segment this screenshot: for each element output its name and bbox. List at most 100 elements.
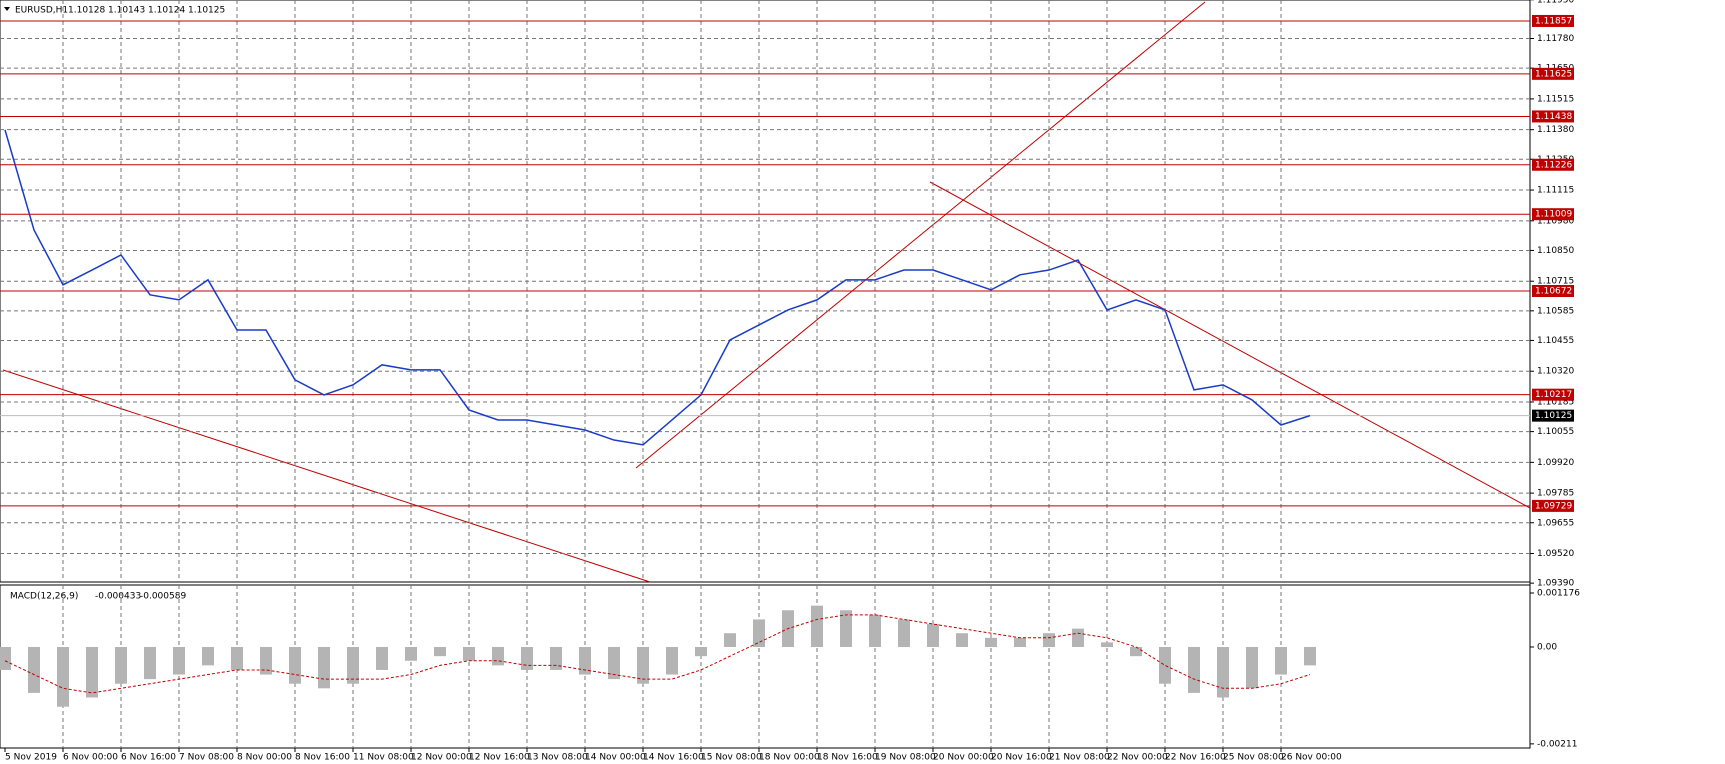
macd-bar xyxy=(1246,646,1258,689)
y-tick-label: 1.09785 xyxy=(1537,489,1574,499)
y-tick-label: 1.11515 xyxy=(1537,94,1574,104)
x-tick-label: 11 Nov 08:00 xyxy=(353,753,414,763)
y-tick-label: 1.11780 xyxy=(1537,34,1574,44)
macd-bar xyxy=(1304,646,1316,666)
y-tick-label: 1.10850 xyxy=(1537,246,1574,256)
level-tag xyxy=(1532,388,1574,401)
y-tick-label: 0.001176 xyxy=(1537,588,1580,598)
macd-bar xyxy=(115,646,127,684)
x-tick-label: 5 Nov 2019 xyxy=(5,753,57,763)
ohlc-value: 1.10125 xyxy=(188,6,225,16)
x-tick-label: 12 Nov 00:00 xyxy=(411,753,472,763)
x-tick-label: 14 Nov 00:00 xyxy=(585,753,646,763)
x-tick-label: 14 Nov 16:00 xyxy=(643,753,704,763)
y-tick-label: 1.10715 xyxy=(1537,277,1574,287)
macd-bar xyxy=(28,646,40,693)
macd-bar xyxy=(347,646,359,684)
macd-bar xyxy=(695,646,707,657)
x-tick-label: 18 Nov 16:00 xyxy=(817,753,878,763)
price-line xyxy=(4,129,1311,446)
x-tick-label: 19 Nov 08:00 xyxy=(875,753,936,763)
macd-title: MACD(12,26,9) xyxy=(10,592,78,602)
macd-bar xyxy=(434,646,446,657)
y-tick-label: 1.10055 xyxy=(1537,427,1574,437)
macd-bar xyxy=(724,633,736,647)
current-price-tag xyxy=(1532,409,1574,422)
macd-bar xyxy=(521,646,533,670)
x-tick-label: 22 Nov 00:00 xyxy=(1107,753,1168,763)
level-tag xyxy=(1532,67,1574,80)
y-tick-label: 1.10185 xyxy=(1537,397,1574,407)
level-label: 1.10217 xyxy=(1535,390,1572,400)
ohlc-value: 1.10124 xyxy=(148,6,185,16)
level-label: 1.11009 xyxy=(1535,210,1572,220)
macd-bar xyxy=(1014,637,1026,647)
macd-bar xyxy=(86,646,98,698)
macd-readout: -0.000433 xyxy=(95,592,141,602)
y-tick-label: 1.10980 xyxy=(1537,216,1574,226)
ohlc-value: 1.10128 xyxy=(68,6,105,16)
y-tick-label: 1.09520 xyxy=(1537,549,1574,559)
macd-bar xyxy=(927,624,939,647)
level-label: 1.10672 xyxy=(1535,287,1572,297)
y-tick-label: -0.00211 xyxy=(1537,739,1577,749)
macd-bar xyxy=(376,646,388,670)
x-tick-label: 8 Nov 16:00 xyxy=(295,753,350,763)
symbol-icon xyxy=(4,7,10,11)
macd-bar xyxy=(956,633,968,647)
macd-bar xyxy=(144,646,156,680)
macd-bar xyxy=(1275,646,1287,675)
y-tick-label: 1.11115 xyxy=(1537,186,1574,196)
level-tag xyxy=(1532,14,1574,27)
macd-bar xyxy=(898,619,910,647)
x-tick-label: 7 Nov 08:00 xyxy=(179,753,234,763)
macd-bar xyxy=(231,646,243,670)
macd-bar xyxy=(1217,646,1229,698)
macd-bar xyxy=(405,646,417,661)
macd-bar xyxy=(637,646,649,684)
x-tick-label: 20 Nov 00:00 xyxy=(933,753,994,763)
macd-bar xyxy=(1159,646,1171,684)
y-tick-label: 1.09655 xyxy=(1537,518,1574,528)
level-label: 1.11857 xyxy=(1535,16,1572,26)
macd-bar xyxy=(318,646,330,689)
y-tick-label: 1.10585 xyxy=(1537,306,1574,316)
level-label: 1.09729 xyxy=(1535,501,1572,511)
x-tick-label: 18 Nov 00:00 xyxy=(759,753,820,763)
macd-bar xyxy=(579,646,591,675)
level-label: 1.11438 xyxy=(1535,112,1572,122)
macd-bar xyxy=(1043,633,1055,647)
macd-bar xyxy=(1130,646,1142,657)
macd-bar xyxy=(753,619,765,647)
x-tick-label: 13 Nov 08:00 xyxy=(527,753,588,763)
macd-readout: -0.000589 xyxy=(140,592,186,602)
current-price-label: 1.10125 xyxy=(1535,411,1572,421)
macd-bar xyxy=(608,646,620,680)
macd-bar xyxy=(202,646,214,666)
y-tick-label: 1.11380 xyxy=(1537,125,1574,135)
macd-bar xyxy=(550,646,562,670)
x-tick-label: 20 Nov 16:00 xyxy=(991,753,1052,763)
macd-bar xyxy=(985,637,997,647)
macd-bar xyxy=(869,614,881,647)
macd-bar xyxy=(57,646,69,707)
macd-bar xyxy=(1101,642,1113,647)
macd-bar xyxy=(289,646,301,684)
level-label: 1.11625 xyxy=(1535,69,1572,79)
x-tick-label: 21 Nov 08:00 xyxy=(1049,753,1110,763)
y-tick-label: 1.10320 xyxy=(1537,367,1574,377)
y-tick-label: 0.00 xyxy=(1537,642,1557,652)
macd-bar xyxy=(840,610,852,647)
macd-bar xyxy=(0,646,11,670)
macd-bar xyxy=(492,646,504,666)
x-tick-label: 8 Nov 00:00 xyxy=(237,753,292,763)
x-tick-label: 25 Nov 08:00 xyxy=(1223,753,1284,763)
trend-line xyxy=(929,181,1531,509)
level-tag xyxy=(1532,285,1574,297)
macd-bar xyxy=(811,605,823,647)
y-tick-label: 1.09920 xyxy=(1537,458,1574,468)
symbol-title: EURUSD,H1 xyxy=(15,6,68,16)
y-tick-label: 1.10455 xyxy=(1537,336,1574,346)
macd-bar xyxy=(173,646,185,675)
